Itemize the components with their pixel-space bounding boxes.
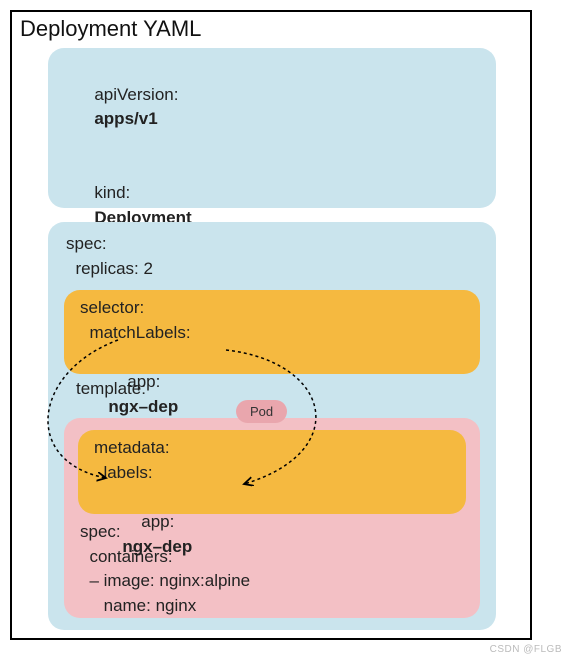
line-cname: name: nginx [80,594,464,619]
val-tmeta-app: ngx–dep [122,537,192,556]
line-matchlabels: matchLabels: [80,321,464,346]
yaml-template-metadata-block: metadata: labels: app: ngx–dep [78,430,466,514]
key-selector-app: app: [108,372,160,391]
line-spec: spec: [66,232,478,257]
yaml-selector-block: selector: matchLabels: app: ngx–dep [64,290,480,374]
line-replicas: replicas: 2 [66,257,478,282]
key-apiversion: apiVersion: [94,85,178,104]
diagram-title: Deployment YAML [20,16,201,42]
yaml-header-block: apiVersion: apps/v1 kind: Deployment met… [48,48,496,208]
val-selector-app: ngx–dep [108,397,178,416]
line-tlabels: labels: [94,461,450,486]
line-tmeta: metadata: [94,436,450,461]
val-apiversion: apps/v1 [94,109,157,128]
key-kind: kind: [94,183,130,202]
line-selector: selector: [80,296,464,321]
line-tmeta-app: app: ngx–dep [94,485,450,584]
diagram-frame: Deployment YAML apiVersion: apps/v1 kind… [10,10,532,640]
watermark: CSDN @FLGB [490,644,562,655]
line-apiversion: apiVersion: apps/v1 [66,58,478,157]
pod-badge: Pod [236,400,287,423]
key-tmeta-app: app: [122,512,174,531]
